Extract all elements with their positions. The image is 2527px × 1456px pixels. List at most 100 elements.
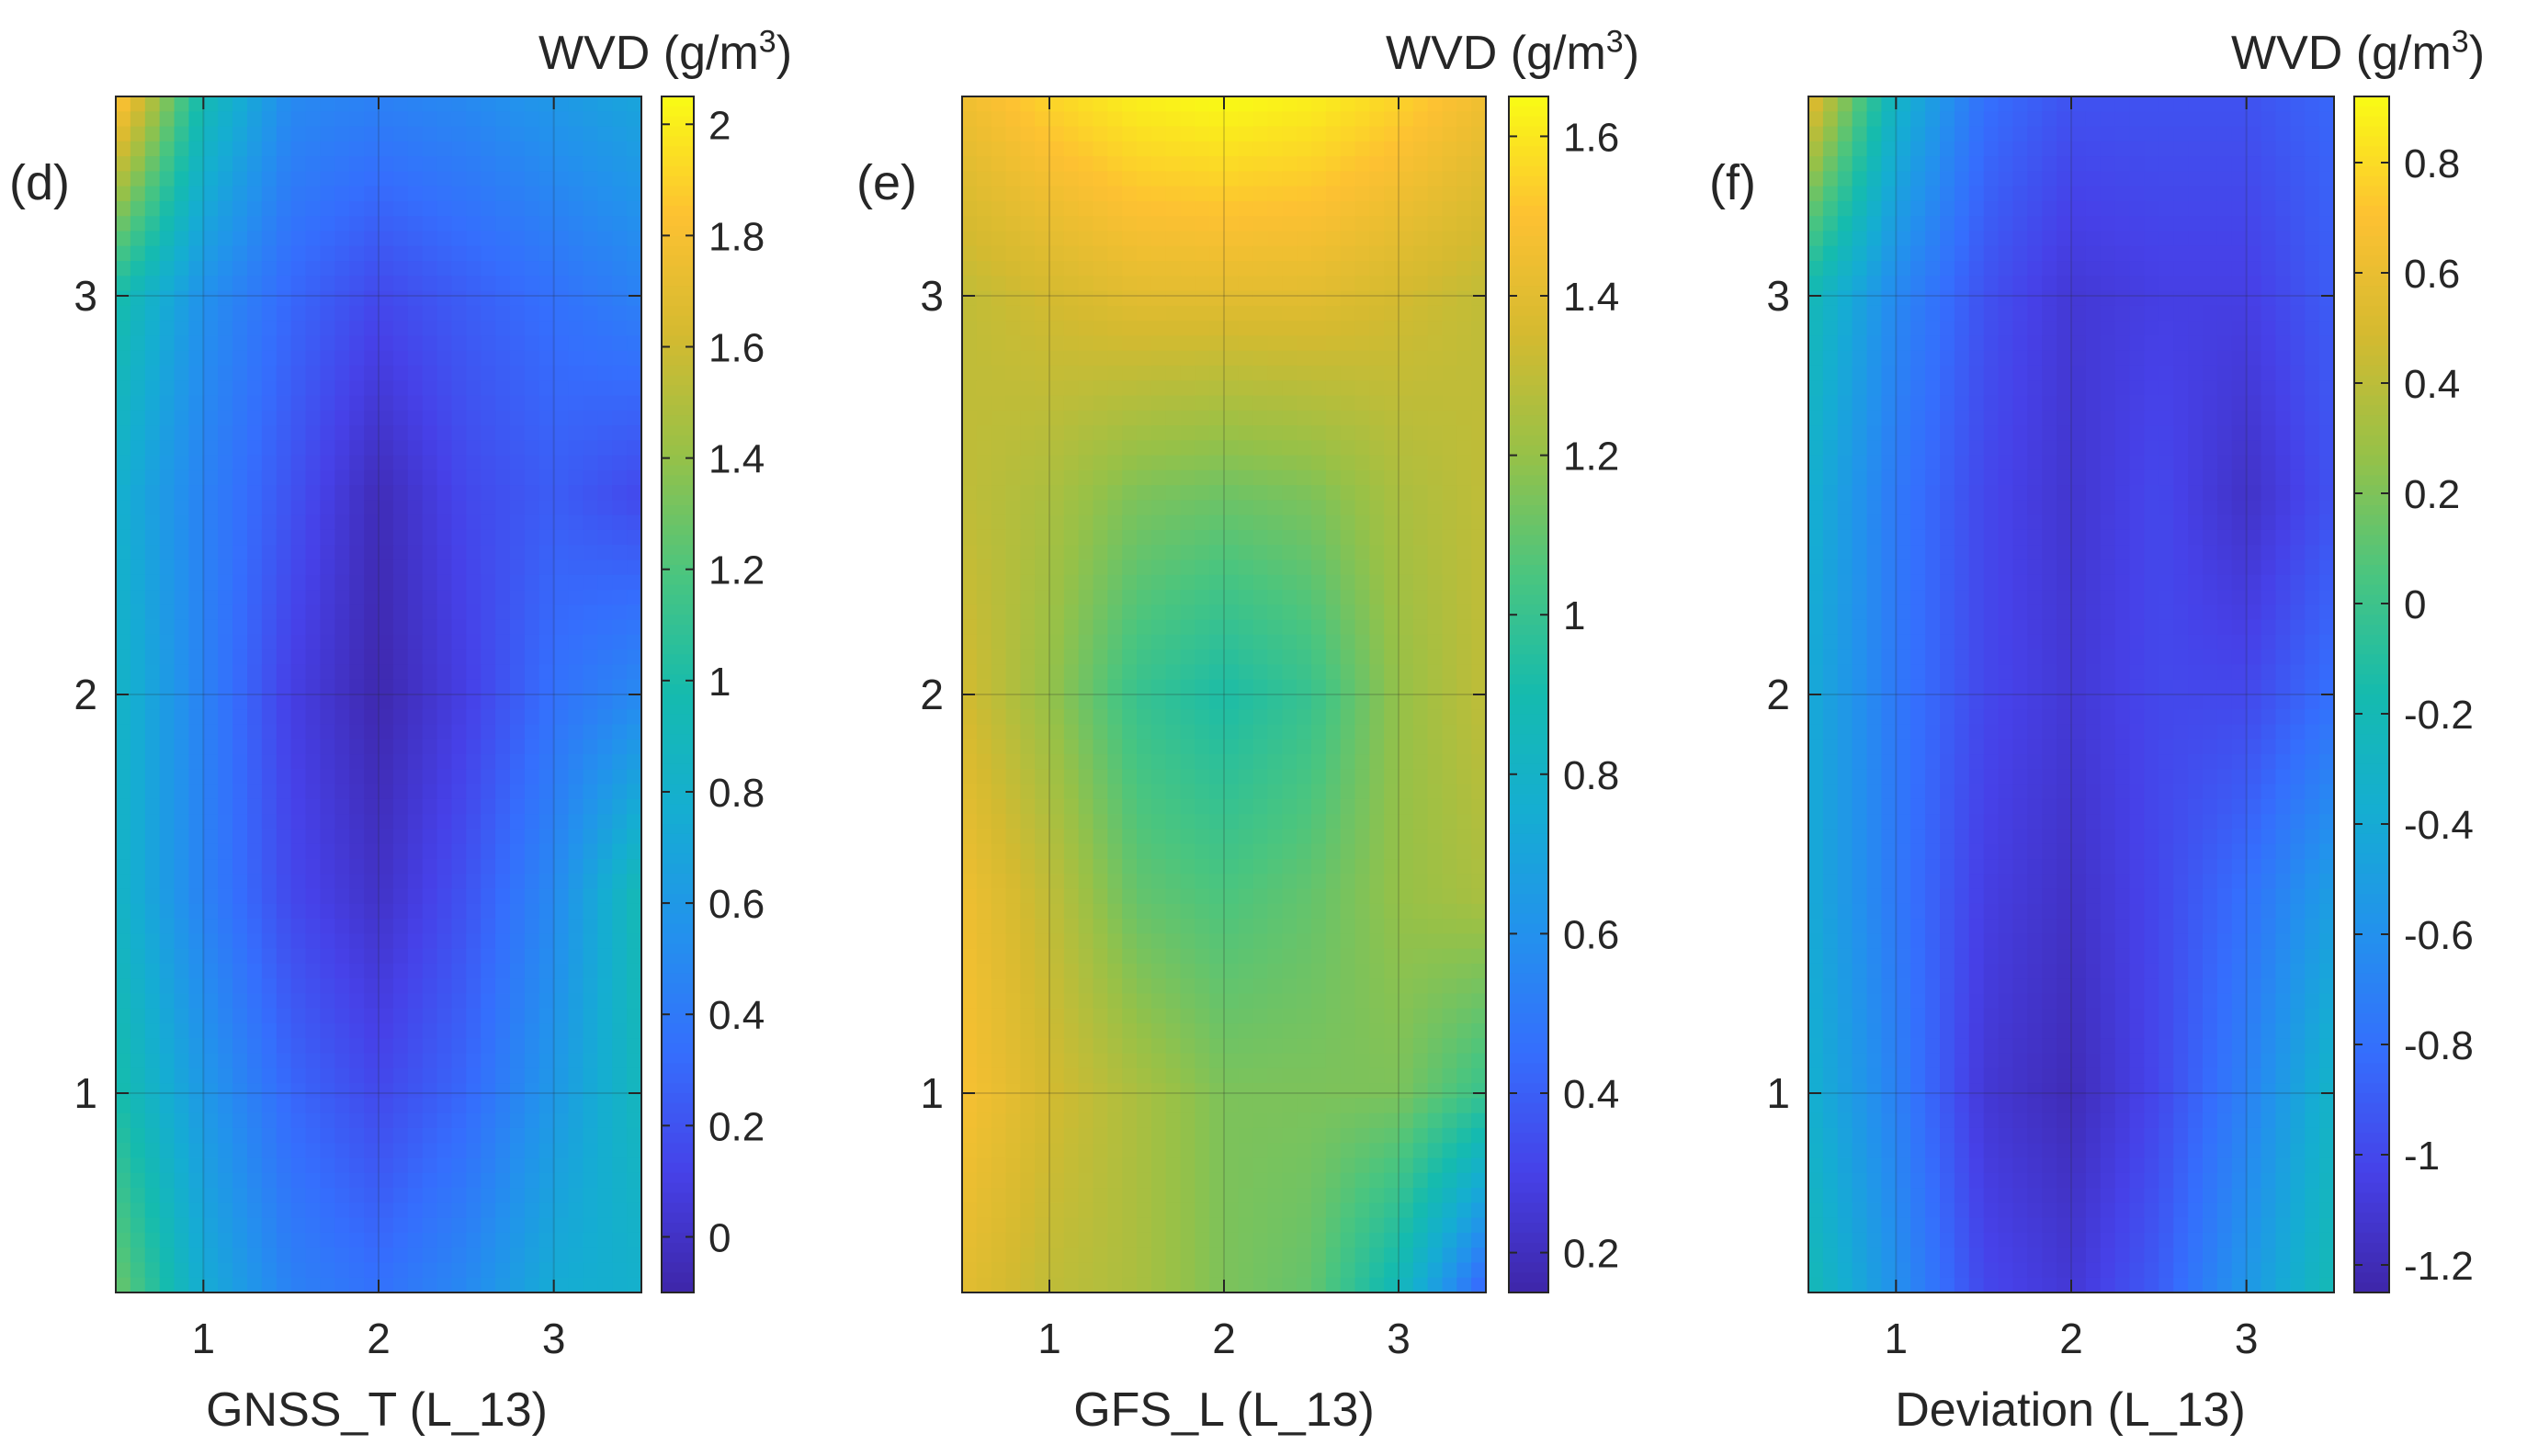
heatmap-cell bbox=[175, 964, 190, 979]
heatmap-cell bbox=[495, 784, 511, 800]
heatmap-cell bbox=[1355, 725, 1371, 740]
heatmap-cell bbox=[320, 964, 335, 979]
heatmap-cell bbox=[583, 1188, 598, 1203]
heatmap-cell bbox=[1064, 141, 1080, 157]
heatmap-cell bbox=[116, 411, 131, 426]
heatmap-cell bbox=[1107, 889, 1123, 905]
heatmap-cell bbox=[1239, 530, 1254, 546]
heatmap-cell bbox=[1369, 725, 1385, 740]
heatmap-cell bbox=[1471, 814, 1487, 830]
heatmap-cell bbox=[116, 769, 131, 784]
heatmap-cell bbox=[510, 604, 526, 620]
heatmap-cell bbox=[1282, 246, 1297, 262]
heatmap-cell bbox=[510, 709, 526, 725]
heatmap-cell bbox=[627, 515, 642, 531]
heatmap-cell bbox=[525, 994, 540, 1010]
heatmap-cell bbox=[232, 530, 248, 546]
heatmap-cell bbox=[992, 171, 1007, 186]
heatmap-cell bbox=[1341, 560, 1356, 576]
heatmap-cell bbox=[349, 604, 365, 620]
heatmap-cell bbox=[1181, 351, 1196, 367]
heatmap-cell bbox=[277, 964, 292, 979]
heatmap-cell bbox=[451, 246, 467, 262]
colorbar-segment bbox=[662, 107, 694, 118]
heatmap-cell bbox=[466, 560, 482, 576]
heatmap-cell bbox=[160, 754, 176, 770]
heatmap-cell bbox=[423, 96, 438, 112]
heatmap-cell bbox=[1428, 396, 1444, 412]
heatmap-cell bbox=[1224, 351, 1240, 367]
heatmap-cell bbox=[1355, 261, 1371, 277]
heatmap-cell bbox=[291, 680, 307, 695]
heatmap-cell bbox=[320, 171, 335, 186]
heatmap-cell bbox=[247, 664, 263, 680]
heatmap-cell bbox=[423, 754, 438, 770]
heatmap-cell bbox=[1064, 231, 1080, 246]
heatmap-cell bbox=[247, 1068, 263, 1084]
heatmap-cell bbox=[393, 1083, 409, 1099]
heatmap-cell bbox=[1094, 261, 1109, 277]
heatmap-cell bbox=[1035, 814, 1050, 830]
heatmap-cell bbox=[525, 604, 540, 620]
heatmap-cell bbox=[510, 814, 526, 830]
colorbar-segment bbox=[662, 914, 694, 925]
heatmap-cell bbox=[495, 635, 511, 650]
heatmap-cell bbox=[1195, 649, 1210, 665]
heatmap-cell bbox=[1035, 485, 1050, 501]
heatmap-cell bbox=[1239, 111, 1254, 127]
heatmap-cell bbox=[364, 1128, 380, 1144]
heatmap-cell bbox=[1107, 411, 1123, 426]
heatmap-cell bbox=[481, 1054, 496, 1069]
heatmap-cell bbox=[1224, 575, 1240, 591]
heatmap-cell bbox=[277, 680, 292, 695]
heatmap-cell bbox=[188, 111, 204, 127]
heatmap-cell bbox=[569, 784, 584, 800]
heatmap-cell bbox=[525, 919, 540, 934]
heatmap-cell bbox=[203, 725, 219, 740]
heatmap-cell bbox=[1094, 739, 1109, 755]
heatmap-cell bbox=[277, 1113, 292, 1129]
heatmap-cell bbox=[495, 1202, 511, 1218]
heatmap-cell bbox=[1035, 306, 1050, 322]
heatmap-cell bbox=[232, 380, 248, 396]
heatmap-cell bbox=[423, 500, 438, 515]
heatmap-cell bbox=[1443, 156, 1458, 172]
heatmap-cell bbox=[1282, 620, 1297, 636]
heatmap-cell bbox=[218, 411, 233, 426]
heatmap-cell bbox=[1137, 127, 1152, 142]
heatmap-cell bbox=[423, 1233, 438, 1248]
heatmap-cell bbox=[962, 739, 978, 755]
heatmap-cell bbox=[1297, 814, 1312, 830]
heatmap-cell bbox=[1122, 171, 1138, 186]
heatmap-cell bbox=[145, 1262, 161, 1278]
colorbar-segment bbox=[662, 166, 694, 177]
heatmap-cell bbox=[379, 216, 394, 231]
heatmap-cell bbox=[277, 829, 292, 844]
heatmap-cell bbox=[1151, 590, 1167, 605]
heatmap-cell bbox=[130, 1143, 146, 1158]
heatmap-cell bbox=[1399, 335, 1414, 351]
heatmap-cell bbox=[423, 919, 438, 934]
heatmap-cell bbox=[1224, 246, 1240, 262]
heatmap-cell bbox=[612, 335, 628, 351]
heatmap-cell bbox=[277, 994, 292, 1010]
heatmap-cell bbox=[1224, 739, 1240, 755]
colorbar-segment bbox=[662, 246, 694, 257]
heatmap-cell bbox=[539, 829, 555, 844]
heatmap-cell bbox=[247, 485, 263, 501]
heatmap-cell bbox=[1195, 156, 1210, 172]
heatmap-cell bbox=[334, 201, 350, 217]
heatmap-cell bbox=[160, 246, 176, 262]
heatmap-cell bbox=[1253, 769, 1269, 784]
heatmap-cell bbox=[1151, 754, 1167, 770]
heatmap-cell bbox=[1137, 739, 1152, 755]
heatmap-cell bbox=[569, 725, 584, 740]
heatmap-cell bbox=[1443, 814, 1458, 830]
heatmap-cell bbox=[175, 141, 190, 157]
heatmap-cell bbox=[525, 545, 540, 560]
heatmap-cell bbox=[539, 470, 555, 486]
heatmap-cell bbox=[1413, 829, 1429, 844]
heatmap-cell bbox=[1020, 456, 1036, 471]
heatmap-cell bbox=[1035, 515, 1050, 531]
